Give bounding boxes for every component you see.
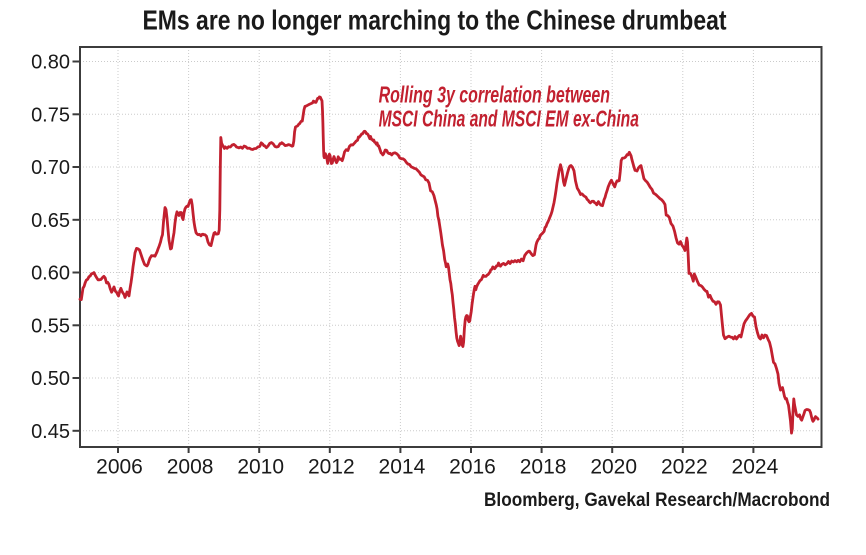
svg-text:0.80: 0.80 [31, 52, 70, 74]
svg-text:EMs are no longer marching to: EMs are no longer marching to the Chines… [143, 5, 727, 36]
svg-text:0.65: 0.65 [31, 210, 70, 232]
svg-text:0.70: 0.70 [31, 157, 70, 179]
svg-text:2010: 2010 [237, 456, 284, 479]
svg-text:2018: 2018 [520, 456, 567, 479]
svg-text:0.60: 0.60 [31, 263, 70, 285]
svg-text:0.75: 0.75 [31, 104, 70, 126]
svg-text:0.55: 0.55 [31, 315, 70, 337]
svg-text:0.45: 0.45 [31, 421, 70, 443]
svg-text:0.50: 0.50 [31, 368, 70, 390]
svg-text:2014: 2014 [379, 456, 426, 479]
svg-text:2008: 2008 [167, 456, 214, 479]
svg-text:2024: 2024 [732, 456, 779, 479]
svg-text:2012: 2012 [308, 456, 355, 479]
svg-text:2016: 2016 [449, 456, 496, 479]
svg-text:2006: 2006 [96, 456, 143, 479]
svg-text:MSCI China and MSCI EM ex-Chin: MSCI China and MSCI EM ex-China [379, 105, 639, 131]
svg-text:Bloomberg, Gavekal Research/Ma: Bloomberg, Gavekal Research/Macrobond [484, 490, 830, 511]
svg-text:2022: 2022 [661, 456, 708, 479]
svg-text:2020: 2020 [590, 456, 637, 479]
svg-text:Rolling 3y correlation between: Rolling 3y correlation between [379, 81, 610, 107]
